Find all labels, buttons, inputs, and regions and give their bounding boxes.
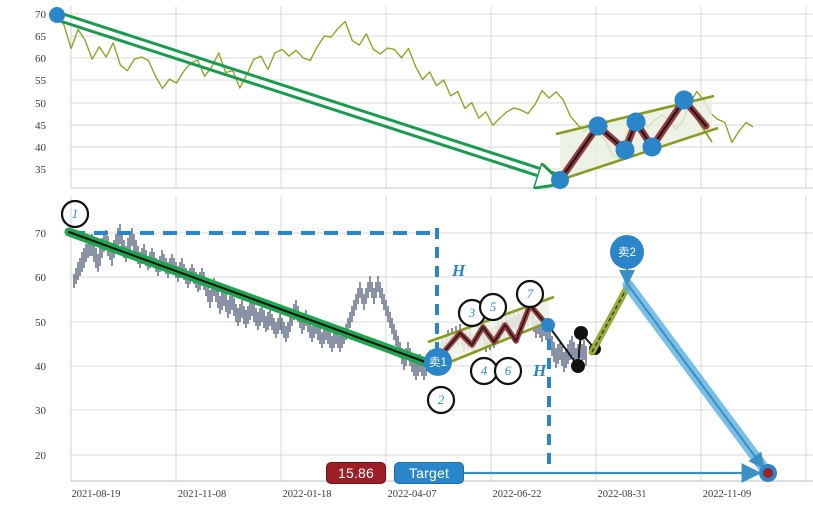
lower-zigzag: [429, 302, 550, 369]
svg-text:6: 6: [505, 363, 512, 378]
svg-text:45: 45: [35, 120, 47, 132]
svg-text:60: 60: [35, 272, 47, 284]
svg-text:40: 40: [35, 361, 47, 373]
upper-origin-dot: [49, 7, 65, 23]
svg-text:20: 20: [35, 450, 47, 462]
svg-text:4: 4: [481, 363, 488, 378]
svg-text:1: 1: [72, 206, 79, 221]
lower-x-axis: 2021-08-19 2021-11-08 2022-01-18 2022-04…: [72, 489, 752, 500]
svg-text:70: 70: [35, 228, 47, 240]
upper-y-axis: 70 65 60 55 50 45 40 35: [35, 9, 47, 176]
marker-target-inner: [763, 468, 773, 478]
svg-text:7: 7: [527, 286, 534, 301]
lower-y-axis: 70 60 50 40 30 20: [35, 228, 47, 462]
target-badge[interactable]: Target: [394, 462, 464, 484]
svg-text:2022-04-07: 2022-04-07: [388, 489, 437, 500]
marker-sell-1[interactable]: [424, 348, 452, 376]
svg-text:35: 35: [35, 164, 47, 176]
lower-green-downtrend: [64, 227, 444, 372]
h-measure-lines: [435, 228, 551, 470]
svg-text:2022-06-22: 2022-06-22: [493, 489, 542, 500]
svg-text:60: 60: [35, 53, 47, 65]
h-label-left: H: [451, 261, 466, 280]
svg-text:5: 5: [490, 299, 497, 314]
upper-green-downtrend: [56, 10, 557, 182]
svg-text:50: 50: [35, 317, 47, 329]
numbered-circles: 1 2 3 4 5 6 7: [60, 199, 545, 415]
marker-sell-2[interactable]: [610, 235, 644, 269]
lower-markers: 卖1 卖2: [424, 235, 777, 482]
svg-text:2: 2: [438, 392, 445, 407]
target-projection-arrow: [622, 279, 772, 477]
numbered-circle-4[interactable]: 4: [469, 356, 499, 386]
numbered-circle-2[interactable]: 2: [426, 385, 456, 415]
marker-sell-2-label: 卖2: [618, 246, 636, 259]
upper-pivot-dots: [49, 7, 694, 189]
svg-text:50: 50: [35, 98, 47, 110]
numbered-circle-6[interactable]: 6: [493, 356, 523, 386]
svg-text:40: 40: [35, 142, 47, 154]
svg-text:3: 3: [468, 305, 476, 320]
svg-text:2022-01-18: 2022-01-18: [283, 489, 332, 500]
svg-text:2021-11-08: 2021-11-08: [178, 489, 227, 500]
price-badge[interactable]: 15.86: [326, 462, 386, 484]
marker-sell-1-label: 卖1: [429, 356, 447, 369]
marker-pivot-blue[interactable]: [541, 318, 555, 332]
svg-text:30: 30: [35, 405, 47, 417]
svg-text:65: 65: [35, 31, 47, 43]
svg-text:2022-11-09: 2022-11-09: [703, 489, 752, 500]
svg-text:2021-08-19: 2021-08-19: [72, 489, 121, 500]
svg-text:55: 55: [35, 75, 47, 87]
olive-rise-core: [591, 285, 629, 353]
numbered-circle-1[interactable]: 1: [60, 199, 90, 229]
h-label-right: H: [532, 361, 547, 380]
svg-text:2022-08-31: 2022-08-31: [598, 489, 647, 500]
svg-text:70: 70: [35, 9, 47, 21]
numbered-circle-7[interactable]: 7: [515, 279, 545, 309]
numbered-circle-5[interactable]: 5: [478, 292, 508, 322]
